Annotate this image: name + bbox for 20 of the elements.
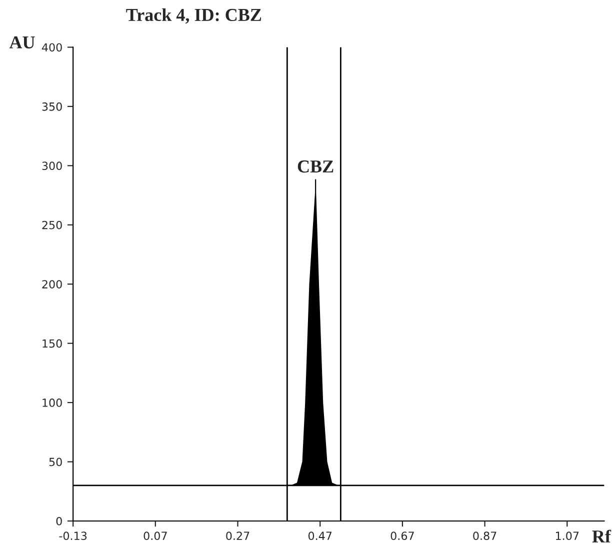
- y-tick-label: 200: [42, 280, 62, 288]
- y-tick-label: 150: [42, 339, 62, 348]
- y-tick-label: 350: [42, 102, 62, 111]
- x-tick-label: 0.67: [390, 532, 414, 540]
- x-tick-label: 0.07: [144, 532, 167, 540]
- y-axis-title: AU: [9, 36, 35, 48]
- x-tick-label: 0.47: [308, 532, 332, 540]
- x-tick-label: 0.27: [226, 532, 250, 540]
- y-tick-label: 300: [42, 162, 62, 170]
- y-tick-label: 100: [42, 398, 62, 407]
- y-tick-label: 400: [42, 43, 62, 52]
- x-tick-label: 1.07: [556, 532, 579, 540]
- y-tick-label: 250: [42, 220, 62, 230]
- x-axis-title: Rf: [592, 530, 612, 542]
- y-tick-label: 50: [49, 458, 62, 466]
- annotation: CBZ: [298, 160, 334, 173]
- y-tick-label: 0: [56, 516, 62, 526]
- chart-title: Track 4, ID: CBZ: [126, 8, 262, 24]
- x-tick-label: -0.13: [59, 532, 87, 540]
- x-tick-label: 0.87: [473, 532, 496, 540]
